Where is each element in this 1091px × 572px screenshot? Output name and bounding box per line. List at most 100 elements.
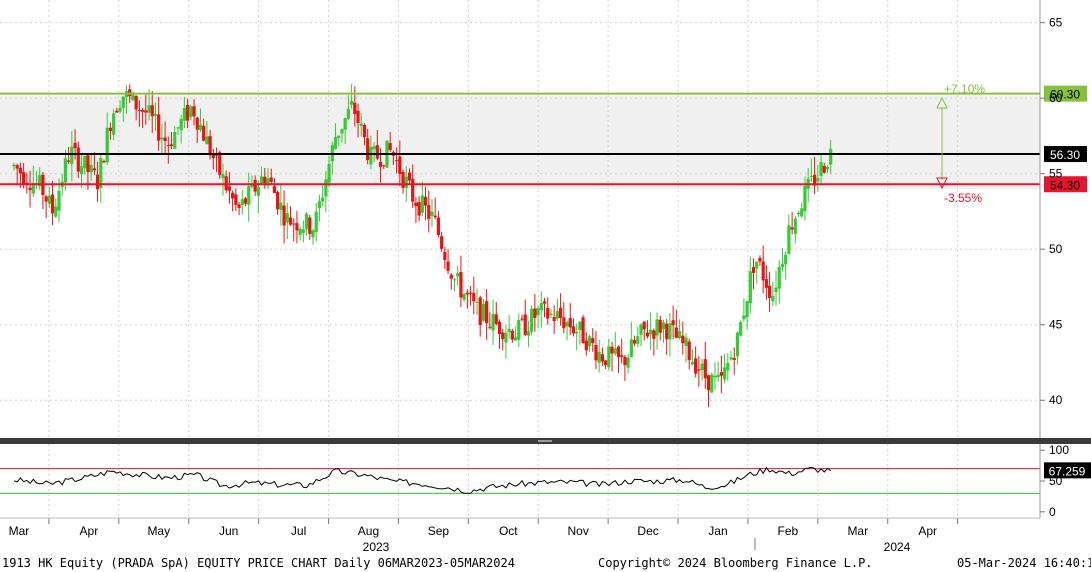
candle-body	[494, 314, 498, 324]
candle-body	[266, 178, 270, 186]
candle-body	[18, 167, 23, 174]
candle-body	[378, 161, 383, 167]
candle-body	[28, 187, 32, 191]
oscillator-panel	[0, 444, 1040, 518]
candle-body	[488, 326, 492, 328]
candle-body	[301, 229, 305, 233]
candle-body	[597, 351, 601, 363]
month-label: Jan	[708, 524, 727, 538]
candle-body	[176, 127, 180, 129]
candle-body	[353, 102, 357, 114]
time-axis: Mar Apr May Jun Jul Aug Sep Oct Nov Dec Jan Feb Mar A…	[0, 517, 1040, 550]
candle-body	[221, 174, 225, 179]
candle-body	[144, 110, 148, 113]
candle-body	[76, 147, 80, 172]
candle-body	[604, 360, 608, 366]
candle-body	[54, 206, 58, 217]
candle-body	[276, 191, 280, 210]
candle-body	[587, 336, 592, 347]
candle-body	[549, 313, 553, 316]
candle-body	[234, 194, 238, 205]
candle-body	[411, 178, 415, 202]
candle-body	[288, 217, 293, 225]
month-label: Sep	[428, 524, 450, 538]
annotation-up-percent: +7.10%	[944, 82, 985, 96]
year-label-2024: 2024	[884, 540, 911, 553]
candle-body	[809, 176, 813, 178]
candle-body	[404, 176, 408, 188]
candle-body	[504, 332, 508, 343]
oscillator-tick-label: 100	[1049, 443, 1069, 457]
candle-body	[86, 155, 90, 172]
candle-body	[652, 330, 656, 339]
candle-body	[38, 175, 42, 187]
candle-body	[420, 195, 424, 213]
candle-body	[735, 332, 740, 357]
candle-body	[372, 146, 376, 150]
oscillator-line	[13, 466, 831, 494]
candle-body	[780, 264, 785, 267]
candle-body	[131, 92, 135, 101]
candle-body	[726, 362, 730, 371]
candle-body	[816, 177, 820, 182]
candle-body	[202, 125, 206, 141]
drag-handle-icon[interactable]	[538, 440, 552, 442]
month-label: Jul	[291, 524, 306, 538]
candle-body	[414, 202, 418, 207]
candle-body	[748, 271, 752, 304]
price-tick-label: 60	[1049, 91, 1063, 105]
candle-body	[247, 186, 251, 205]
candle-body	[15, 165, 19, 169]
candle-body	[620, 355, 624, 357]
candle-body	[308, 217, 312, 234]
candle-body	[568, 318, 572, 328]
month-label: Mar	[847, 524, 868, 538]
candle-body	[745, 301, 749, 318]
oscillator-tick-label: 0	[1049, 505, 1056, 519]
level-label-box	[1044, 85, 1087, 102]
candle-body	[166, 145, 170, 147]
candle-body	[169, 144, 174, 147]
candle-body	[790, 227, 794, 230]
footer-copyright: Copyright© 2024 Bloomberg Finance L.P.	[598, 556, 873, 570]
candle-body	[436, 217, 441, 235]
candle-body	[160, 137, 164, 140]
candle-body	[578, 321, 582, 330]
candle-body	[655, 319, 659, 336]
candle-body	[240, 199, 244, 205]
price-tick-label: 65	[1049, 16, 1063, 30]
candle-body	[430, 211, 434, 216]
candle-body	[92, 168, 96, 171]
candle-body	[452, 279, 457, 281]
candle-body	[259, 176, 264, 185]
candle-body	[218, 152, 222, 175]
candle-body	[677, 331, 682, 339]
candle-body	[324, 179, 328, 197]
candle-body	[558, 307, 563, 319]
candle-body	[481, 303, 486, 321]
candle-body	[668, 323, 672, 340]
candle-body	[205, 136, 209, 145]
candle-body	[44, 196, 48, 202]
candle-body	[497, 321, 502, 335]
candle-body	[427, 205, 431, 219]
candle-body	[565, 321, 569, 327]
candle-body	[112, 113, 116, 135]
candle-body	[507, 328, 511, 333]
price-tick-label: 55	[1049, 167, 1063, 181]
down-arrow-icon	[936, 177, 948, 190]
price-axis: 40 45 50 55 60 65	[1039, 0, 1063, 438]
candle-body	[121, 96, 125, 109]
candle-body	[179, 118, 183, 131]
candle-body	[703, 359, 707, 379]
candle-body	[173, 132, 177, 149]
candle-body	[256, 187, 260, 196]
candle-body	[67, 160, 71, 162]
candle-body	[208, 136, 212, 156]
candle-body	[517, 320, 521, 340]
candle-body	[710, 374, 714, 393]
price-tick-label: 50	[1049, 242, 1063, 256]
footer-timestamp: 05-Mar-2024 16:40:15	[957, 556, 1091, 570]
candle-body	[787, 225, 791, 254]
